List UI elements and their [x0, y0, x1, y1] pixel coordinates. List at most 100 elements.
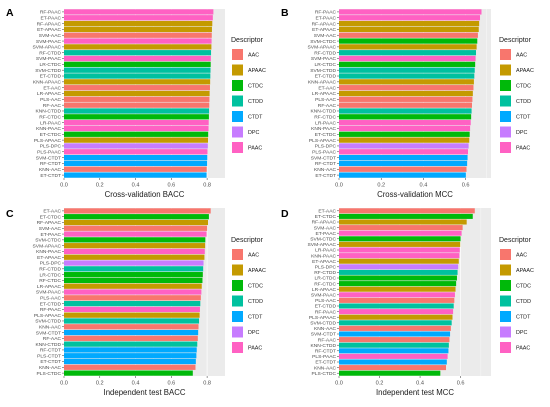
bar — [64, 172, 207, 178]
category-label: PLS-AAC — [40, 295, 61, 301]
legend-swatch — [232, 80, 243, 91]
bar — [339, 292, 455, 298]
x-tick-label: 0.4 — [420, 183, 428, 189]
category-label: SVM-PAAC — [36, 290, 62, 296]
category-label: KNN-CTDD — [310, 343, 336, 349]
x-tick-label: 0.4 — [132, 183, 140, 189]
legend-swatch — [500, 280, 511, 291]
bar — [339, 160, 468, 167]
category-label: LR-CTDC — [40, 272, 62, 278]
category-label: LR-APAAC — [37, 91, 62, 97]
category-label: ET-PAAC — [40, 232, 61, 238]
bar — [339, 236, 461, 242]
panel-d: D ET-AACET-CTDCRF-APAACSVM-AACET-PAACSVM-… — [281, 208, 534, 397]
category-label: SVM-AAC — [39, 226, 62, 232]
bar — [64, 306, 200, 312]
category-label: KNN-APAAC — [33, 80, 62, 86]
category-label: SVM-CTDT — [36, 330, 61, 336]
bar — [64, 272, 203, 278]
category-label: SVM-APAAC — [308, 45, 337, 51]
bar — [64, 38, 212, 44]
category-label: ET-CTDT — [40, 173, 61, 179]
category-label: SVM-AAC — [314, 225, 337, 231]
bar — [339, 297, 455, 303]
bar — [64, 370, 193, 376]
category-label: RF-PAAC — [315, 10, 337, 16]
x-tick-label: 0.0 — [335, 381, 343, 387]
category-label: PLS-DPC — [315, 144, 337, 150]
legend-label: CTDT — [248, 315, 263, 321]
bar — [339, 38, 478, 44]
category-label: PLS-PAAC — [37, 149, 61, 155]
category-label: KNN-AAC — [39, 324, 61, 330]
category-label: ET-CTDD — [40, 74, 62, 80]
category-label: LR-PAAC — [40, 120, 61, 126]
bar — [64, 324, 199, 330]
legend: Descriptor AAC APAAC CTDC CTDD CTDT DPC PAAC — [499, 37, 534, 153]
category-label: ET-AAC — [318, 85, 336, 91]
bar — [64, 225, 208, 231]
bar — [339, 225, 463, 231]
legend-swatch — [232, 280, 243, 291]
legend-label: CTDD — [248, 299, 263, 305]
legend: Descriptor AAC APAAC CTDC CTDD CTDT DPC PAAC — [231, 237, 266, 353]
bar — [64, 96, 210, 102]
category-label: PLS-PAAC — [312, 149, 336, 155]
category-label: RF-APAAC — [312, 220, 337, 226]
legend-title: Descriptor — [231, 237, 264, 244]
bar — [64, 120, 209, 126]
legend-label: PAAC — [516, 346, 530, 352]
category-label: ET-CTDC — [315, 132, 337, 138]
bar — [64, 353, 197, 359]
x-tick-label: 0.6 — [457, 381, 465, 387]
bar — [64, 243, 206, 249]
category-label: ET-PAAC — [315, 231, 336, 237]
category-label: SVM-AAC — [39, 33, 62, 39]
category-label: RF-CTDC — [39, 278, 61, 284]
bar — [339, 61, 476, 67]
bar — [64, 358, 196, 365]
x-axis-title: Independent test BACC — [104, 388, 186, 397]
legend-label: PAAC — [516, 146, 530, 152]
bar — [64, 114, 209, 120]
panel-label: A — [6, 7, 14, 19]
category-label: RF-CTDT — [315, 349, 336, 355]
x-tick-label: 0.8 — [203, 183, 211, 189]
x-tick-label: 0.4 — [416, 381, 424, 387]
category-label: RF-AAC — [43, 103, 62, 109]
bar — [339, 320, 452, 326]
category-label: SVM-PAAC — [311, 293, 337, 299]
legend-swatch — [232, 295, 243, 307]
category-label: ET-CTDD — [315, 74, 337, 80]
legend: Descriptor AAC APAAC CTDC CTDD CTDT DPC PAAC — [231, 37, 266, 153]
bar — [339, 303, 454, 309]
legend-label: PAAC — [248, 146, 262, 152]
category-label: SVM-CTDD — [35, 319, 61, 325]
bar — [64, 166, 207, 172]
bar — [339, 253, 460, 259]
category-label: PLS-AAC — [315, 298, 336, 304]
bar — [339, 365, 447, 371]
bar — [339, 9, 482, 15]
category-label: PLS-CTDC — [312, 371, 337, 377]
bar — [64, 295, 201, 301]
x-tick-label: 0.8 — [203, 381, 211, 387]
legend-swatch — [500, 342, 511, 353]
category-label: RF-CTDC — [39, 115, 61, 121]
bar — [64, 347, 197, 353]
category-label: ET-APAAC — [312, 27, 336, 33]
category-label: RF-CTDD — [39, 267, 61, 273]
panel-label: C — [6, 208, 14, 220]
legend-swatch — [500, 95, 511, 107]
bar — [339, 108, 472, 114]
category-label: LR-PAAC — [315, 120, 336, 126]
category-label: ET-CTDT — [315, 360, 336, 366]
legend-swatch — [232, 311, 243, 322]
category-label: KNN-PAAC — [36, 126, 61, 132]
bar — [64, 219, 209, 226]
bar — [64, 67, 211, 73]
category-label: PLS-AAC — [40, 97, 61, 103]
x-tick-label: 0.2 — [96, 381, 104, 387]
category-label: PLS-DPC — [40, 261, 62, 267]
